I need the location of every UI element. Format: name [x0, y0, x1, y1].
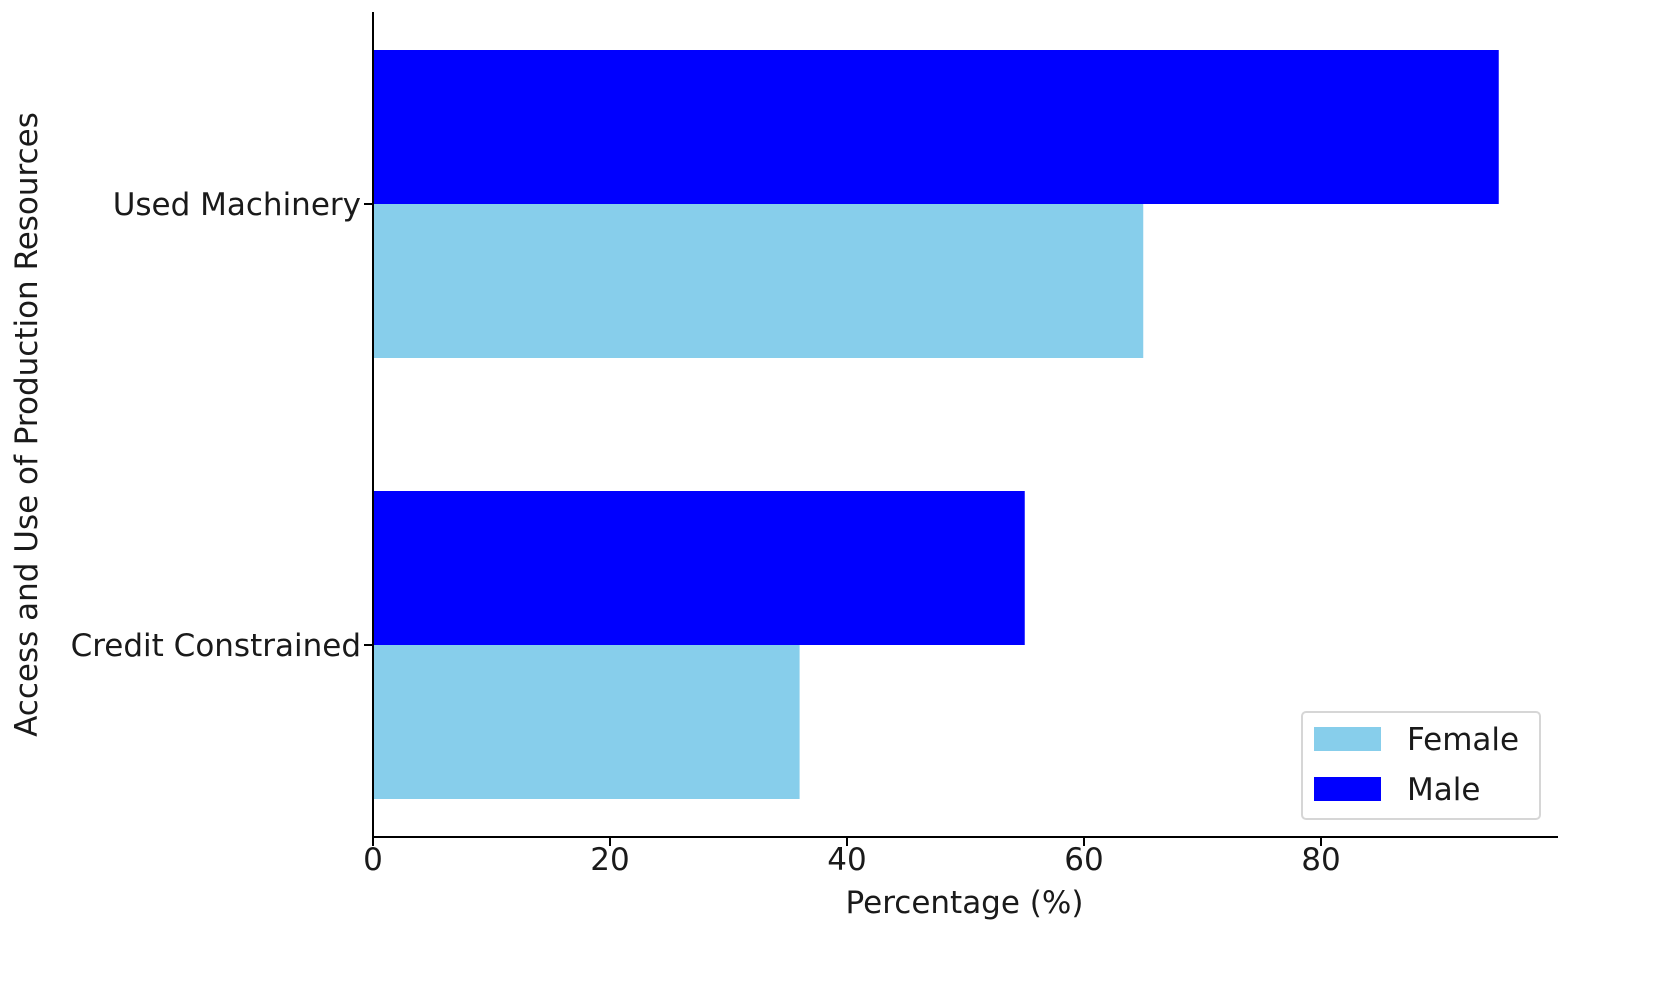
y-ticks: Credit Constrained Used Machinery — [71, 187, 373, 664]
legend-label-female: Female — [1407, 722, 1519, 758]
bars-layer — [373, 50, 1499, 799]
x-tick-label-60: 60 — [1064, 842, 1103, 878]
legend-swatch-male — [1314, 777, 1381, 801]
y-tick-label-credit-constrained: Credit Constrained — [71, 628, 361, 664]
bar-female-used-machinery — [373, 204, 1144, 358]
legend-label-male: Male — [1407, 772, 1480, 808]
x-ticks: 0 20 40 60 80 — [363, 837, 1341, 878]
x-tick-label-80: 80 — [1301, 842, 1340, 878]
bar-male-used-machinery — [373, 50, 1499, 204]
y-axis-title: Access and Use of Production Resources — [9, 112, 45, 737]
x-tick-label-40: 40 — [827, 842, 866, 878]
legend: Female Male — [1301, 711, 1541, 820]
legend-swatch-female — [1314, 727, 1381, 751]
x-axis-title: Percentage (%) — [846, 885, 1084, 921]
y-tick-label-used-machinery: Used Machinery — [113, 187, 361, 223]
bar-female-credit-constrained — [373, 645, 800, 799]
bar-male-credit-constrained — [373, 491, 1025, 645]
x-tick-label-0: 0 — [363, 842, 383, 878]
x-tick-label-20: 20 — [590, 842, 629, 878]
axes-layer — [372, 12, 1558, 838]
